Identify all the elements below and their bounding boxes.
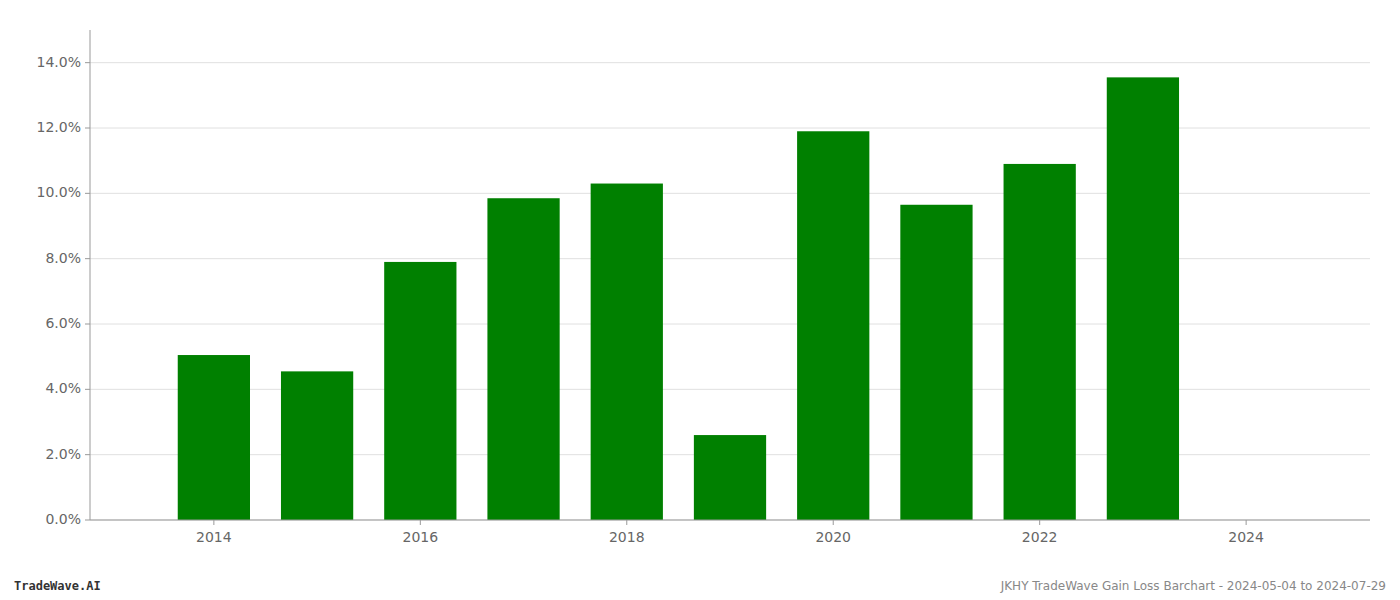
bar: [797, 131, 869, 520]
y-tick-label: 4.0%: [45, 380, 81, 396]
x-tick-label: 2018: [609, 529, 645, 545]
bar: [591, 184, 663, 520]
x-tick-label: 2022: [1022, 529, 1058, 545]
footer-left: TradeWave.AI: [14, 579, 101, 593]
x-axis-line: [90, 520, 1370, 521]
y-tick-label: 12.0%: [37, 119, 81, 135]
y-tick-label: 10.0%: [37, 184, 81, 200]
y-tick: [85, 258, 90, 259]
bar: [487, 198, 559, 520]
bar: [1107, 77, 1179, 520]
x-tick-label: 2024: [1228, 529, 1264, 545]
bar: [900, 205, 972, 520]
y-tick-label: 2.0%: [45, 446, 81, 462]
x-tick: [213, 520, 214, 525]
grid-line: [90, 520, 1370, 521]
y-tick: [85, 520, 90, 521]
y-axis: 0.0% 2.0% 4.0% 6.0% 8.0% 10.0% 12.0% 14.0%: [37, 30, 90, 527]
x-tick: [420, 520, 421, 525]
x-tick: [1246, 520, 1247, 525]
x-tick-label: 2020: [815, 529, 851, 545]
y-grid: [90, 63, 1370, 520]
grid-line: [90, 62, 1370, 63]
y-tick-label: 8.0%: [45, 250, 81, 266]
y-tick: [85, 193, 90, 194]
y-tick: [85, 389, 90, 390]
bars: [178, 77, 1179, 520]
bar: [281, 371, 353, 520]
y-tick: [85, 62, 90, 63]
chart: 0.0%2.0%4.0%6.0%8.0%10.0%12.0%14.0%20142…: [0, 0, 1400, 600]
bar: [1004, 164, 1076, 520]
y-tick: [85, 454, 90, 455]
bar: [694, 435, 766, 520]
x-tick-label: 2016: [403, 529, 439, 545]
y-tick: [85, 324, 90, 325]
x-axis: 2014 2016 2018 2020 2022 2024: [90, 520, 1370, 545]
y-axis-line: [90, 30, 91, 520]
footer-right: JKHY TradeWave Gain Loss Barchart - 2024…: [1000, 579, 1386, 593]
y-tick-label: 0.0%: [45, 511, 81, 527]
y-tick: [85, 128, 90, 129]
y-tick-label: 6.0%: [45, 315, 81, 331]
x-tick: [1039, 520, 1040, 525]
y-tick-label: 14.0%: [37, 54, 81, 70]
x-tick-label: 2014: [196, 529, 232, 545]
x-tick: [833, 520, 834, 525]
x-tick: [626, 520, 627, 525]
bar: [178, 355, 250, 520]
bar: [384, 262, 456, 520]
